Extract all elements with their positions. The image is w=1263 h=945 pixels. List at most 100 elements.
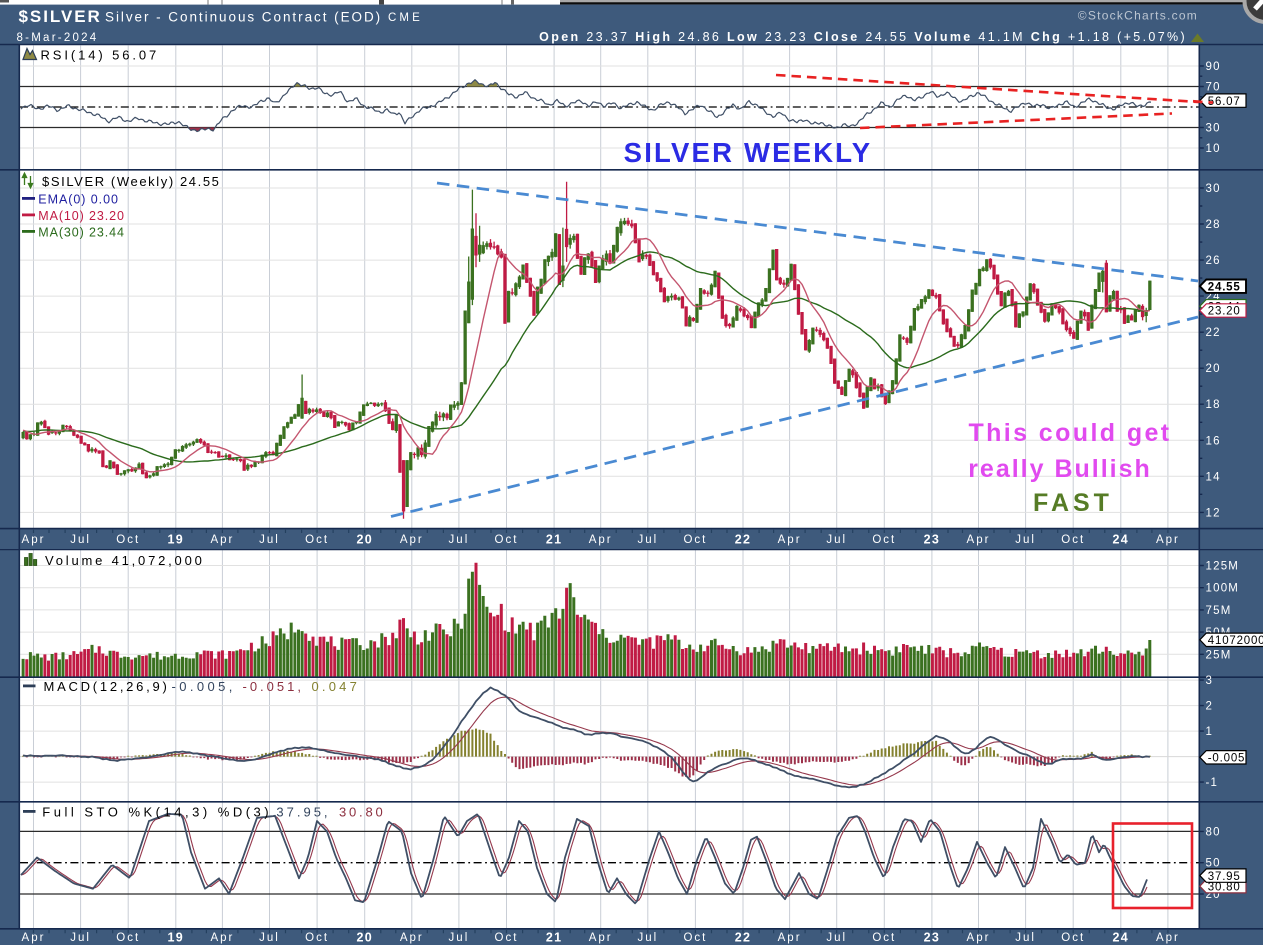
svg-text:This could get: This could get bbox=[968, 419, 1171, 447]
svg-text:30: 30 bbox=[1206, 183, 1221, 195]
svg-text:$SILVER (Weekly) 24.55: $SILVER (Weekly) 24.55 bbox=[42, 174, 221, 189]
svg-text:Oct: Oct bbox=[495, 534, 519, 546]
svg-text:Apr: Apr bbox=[1156, 932, 1180, 944]
svg-text:-1: -1 bbox=[1206, 777, 1219, 789]
svg-text:Oct: Oct bbox=[872, 932, 896, 944]
svg-text:50: 50 bbox=[1206, 858, 1221, 870]
svg-text:20: 20 bbox=[1206, 363, 1221, 375]
svg-text:Jul: Jul bbox=[449, 932, 470, 944]
svg-text:-0.051,: -0.051, bbox=[243, 679, 304, 694]
svg-text:Oct: Oct bbox=[116, 534, 140, 546]
svg-text:Apr: Apr bbox=[22, 534, 46, 546]
svg-text:RSI(14) 56.07: RSI(14) 56.07 bbox=[41, 48, 160, 63]
svg-text:Oct: Oct bbox=[495, 932, 519, 944]
svg-text:14: 14 bbox=[1206, 471, 1221, 483]
svg-text:Apr: Apr bbox=[589, 534, 613, 546]
svg-text:SILVER WEEKLY: SILVER WEEKLY bbox=[624, 137, 873, 168]
svg-text:19: 19 bbox=[168, 931, 185, 945]
svg-text:18: 18 bbox=[1206, 399, 1221, 411]
svg-text:Apr: Apr bbox=[778, 932, 802, 944]
svg-text:21: 21 bbox=[546, 533, 563, 547]
svg-text:Jul: Jul bbox=[259, 932, 280, 944]
svg-text:Jul: Jul bbox=[1015, 932, 1036, 944]
svg-text:30.80: 30.80 bbox=[339, 805, 386, 820]
svg-text:Oct: Oct bbox=[1061, 534, 1085, 546]
svg-text:41072000: 41072000 bbox=[1208, 635, 1263, 647]
svg-text:FAST: FAST bbox=[1033, 489, 1113, 517]
svg-text:Jul: Jul bbox=[70, 534, 91, 546]
svg-text:Oct: Oct bbox=[683, 534, 707, 546]
svg-text:Oct: Oct bbox=[1061, 932, 1085, 944]
svg-text:Jul: Jul bbox=[637, 932, 658, 944]
svg-text:10: 10 bbox=[1206, 143, 1221, 155]
svg-text:MA(30) 23.44: MA(30) 23.44 bbox=[38, 226, 125, 240]
svg-text:Apr: Apr bbox=[589, 932, 613, 944]
svg-text:Apr: Apr bbox=[210, 932, 234, 944]
svg-text:Jul: Jul bbox=[826, 534, 847, 546]
svg-text:Oct: Oct bbox=[305, 932, 329, 944]
svg-text:56.07: 56.07 bbox=[1208, 96, 1241, 108]
svg-text:37.95: 37.95 bbox=[1208, 871, 1241, 883]
svg-text:CME: CME bbox=[388, 12, 423, 24]
svg-text:Full STO %K(14,3) %D(3): Full STO %K(14,3) %D(3) bbox=[42, 805, 272, 820]
svg-text:Jul: Jul bbox=[449, 534, 470, 546]
svg-text:23: 23 bbox=[924, 533, 941, 547]
svg-text:28: 28 bbox=[1206, 219, 1221, 231]
svg-text:Apr: Apr bbox=[400, 932, 424, 944]
svg-text:21: 21 bbox=[546, 931, 563, 945]
svg-text:-0.005,: -0.005, bbox=[172, 679, 236, 694]
svg-text:100M: 100M bbox=[1206, 583, 1240, 595]
svg-text:Jul: Jul bbox=[259, 534, 280, 546]
svg-text:24: 24 bbox=[1113, 533, 1130, 547]
svg-text:Apr: Apr bbox=[400, 534, 424, 546]
svg-text:16: 16 bbox=[1206, 435, 1221, 447]
svg-text:Open 23.37 High 24.86 Low 23.2: Open 23.37 High 24.86 Low 23.23 Close 24… bbox=[539, 30, 1187, 44]
svg-text:8-Mar-2024: 8-Mar-2024 bbox=[17, 32, 99, 44]
svg-text:Apr: Apr bbox=[22, 932, 46, 944]
svg-text:23: 23 bbox=[924, 931, 941, 945]
svg-text:Oct: Oct bbox=[683, 932, 707, 944]
svg-text:$SILVER: $SILVER bbox=[19, 7, 102, 26]
svg-text:26: 26 bbox=[1206, 255, 1221, 267]
svg-text:Apr: Apr bbox=[1156, 534, 1180, 546]
svg-text:125M: 125M bbox=[1206, 561, 1240, 573]
svg-text:Oct: Oct bbox=[872, 534, 896, 546]
svg-text:24: 24 bbox=[1113, 931, 1130, 945]
svg-text:22: 22 bbox=[1206, 327, 1221, 339]
svg-text:2: 2 bbox=[1206, 701, 1214, 713]
svg-text:22: 22 bbox=[735, 931, 752, 945]
svg-text:Apr: Apr bbox=[210, 534, 234, 546]
svg-text:37.95,: 37.95, bbox=[276, 805, 330, 820]
svg-text:20: 20 bbox=[356, 931, 373, 945]
svg-text:Silver - Continuous Contract (: Silver - Continuous Contract (EOD) bbox=[105, 10, 382, 25]
svg-text:24.55: 24.55 bbox=[1208, 281, 1241, 293]
svg-text:25M: 25M bbox=[1206, 649, 1232, 661]
svg-text:Jul: Jul bbox=[70, 932, 91, 944]
svg-text:Jul: Jul bbox=[826, 932, 847, 944]
svg-text:80: 80 bbox=[1206, 826, 1221, 838]
svg-text:12: 12 bbox=[1206, 507, 1221, 519]
svg-text:30: 30 bbox=[1206, 123, 1221, 135]
svg-text:EMA(0) 0.00: EMA(0) 0.00 bbox=[38, 193, 119, 207]
svg-text:Apr: Apr bbox=[967, 534, 991, 546]
svg-text:70: 70 bbox=[1206, 82, 1221, 94]
svg-text:30.80: 30.80 bbox=[1208, 881, 1241, 893]
svg-text:MACD(12,26,9): MACD(12,26,9) bbox=[44, 679, 170, 694]
svg-text:19: 19 bbox=[168, 533, 185, 547]
svg-text:3: 3 bbox=[1206, 675, 1214, 687]
svg-text:90: 90 bbox=[1206, 61, 1221, 73]
svg-text:really Bullish: really Bullish bbox=[968, 455, 1152, 483]
svg-text:Apr: Apr bbox=[967, 932, 991, 944]
svg-text:20: 20 bbox=[356, 533, 373, 547]
svg-text:-0.005: -0.005 bbox=[1208, 753, 1245, 765]
svg-text:Jul: Jul bbox=[1015, 534, 1036, 546]
svg-text:Jul: Jul bbox=[637, 534, 658, 546]
svg-text:Volume 41,072,000: Volume 41,072,000 bbox=[45, 553, 205, 568]
svg-text:22: 22 bbox=[735, 533, 752, 547]
svg-text:MA(10) 23.20: MA(10) 23.20 bbox=[38, 209, 125, 223]
svg-text:Oct: Oct bbox=[116, 932, 140, 944]
svg-text:Oct: Oct bbox=[305, 534, 329, 546]
svg-text:0.047: 0.047 bbox=[312, 679, 361, 694]
svg-text:1: 1 bbox=[1206, 726, 1214, 738]
svg-text:23.20: 23.20 bbox=[1208, 306, 1241, 318]
